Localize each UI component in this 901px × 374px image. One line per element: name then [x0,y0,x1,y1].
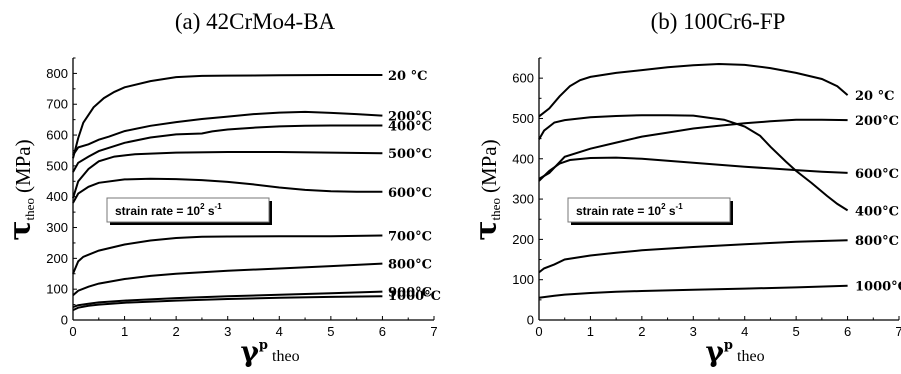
y-tick-label: 700 [46,97,68,112]
y-tick-label: 300 [46,220,68,235]
x-tick-label: 3 [690,324,697,339]
series-line-20-c [72,74,383,159]
x-tick-label: 2 [638,324,645,339]
x-axis-label: γptheo [240,335,299,368]
series-label-1000-c: 1000°C [388,289,441,304]
y-tick-label: 0 [527,313,534,328]
x-tick-label: 1 [587,324,594,339]
y-tick-label: 300 [512,192,534,207]
chart-title: (b) 100Cr6-FP [651,9,786,34]
series-label-900-c: 900°C [388,286,432,301]
x-tick-label: 6 [379,324,386,339]
series-label-400-c: 400°C [388,120,432,135]
y-tick-label: 600 [46,128,68,143]
x-tick-label: 3 [224,324,231,339]
series-label-200-c: 200°C [855,114,899,129]
series-line-200-c [72,110,383,156]
series-line-800-c [72,262,383,297]
series-line-400-c [538,114,849,212]
y-tick-label: 200 [512,232,534,247]
series-label-600-c: 600°C [388,186,432,201]
series-label-20-c: 20 °C [388,69,427,84]
series-line-1000-c [72,295,383,312]
series-line-500-c [72,151,383,199]
x-tick-label: 4 [276,324,283,339]
series-label-800-c: 800°C [388,258,432,273]
series-label-800-c: 800°C [855,234,899,249]
y-tick-label: 800 [46,66,68,81]
series-line-1000-c [538,284,848,299]
y-tick-label: 0 [61,313,68,328]
series-label-20-c: 20 °C [855,89,894,104]
series-label-500-c: 500°C [388,147,432,162]
series-label-1000-c: 1000°C [855,280,901,295]
annotation-text: strain rate = 102 s-1 [115,202,222,218]
x-tick-label: 6 [844,324,851,339]
chart-title: (a) 42CrMo4-BA [175,9,336,34]
y-tick-label: 600 [512,71,534,86]
annotation-box [106,197,270,223]
y-axis-label: τtheo(MPa) [3,139,38,240]
y-tick-label: 100 [46,282,68,297]
y-tick-label: 400 [46,189,68,204]
x-tick-label: 7 [895,324,901,339]
x-tick-label: 0 [535,324,542,339]
y-tick-label: 500 [512,111,534,126]
annotation-text: strain rate = 102 s-1 [576,202,683,218]
series-line-800-c [538,239,848,274]
y-axis-label: τtheo(MPa) [469,139,504,240]
x-tick-label: 5 [327,324,334,339]
x-axis-label: γptheo [705,335,764,368]
series-line-600-c [72,177,383,204]
series-line-600-c [538,156,848,182]
y-axis-label-text: τtheo(MPa) [469,139,504,240]
panel-42crmo4-ba: (a) 42CrMo4-BA 0 100 200 300 400 500 600 700 800 0… [3,9,441,368]
series-line-20-c [538,62,849,118]
annotation-box [567,197,731,223]
x-tick-label: 4 [741,324,748,339]
series-label-700-c: 700°C [388,230,432,245]
y-tick-label: 100 [512,272,534,287]
series-line-700-c [72,234,383,275]
series-label-600-c: 600°C [855,167,899,182]
x-tick-label: 0 [69,324,76,339]
y-tick-label: 500 [46,158,68,173]
x-tick-label: 5 [793,324,800,339]
x-tick-label: 2 [173,324,180,339]
panel-100cr6-fp: (b) 100Cr6-FP 0 100 200 300 400 500 600 0 1 2 3 4 5 6 7… [469,9,901,368]
series-line-400-c [72,124,383,173]
x-tick-label: 1 [121,324,128,339]
y-axis-label-text: τtheo(MPa) [3,139,38,240]
y-tick-label: 200 [46,251,68,266]
series-line-200-c [538,118,848,180]
y-tick-label: 400 [512,151,534,166]
series-label-400-c: 400°C [855,204,899,219]
series-label-200-c: 200°C [388,110,432,125]
x-tick-label: 7 [430,324,437,339]
series-line-900-c [72,290,383,309]
